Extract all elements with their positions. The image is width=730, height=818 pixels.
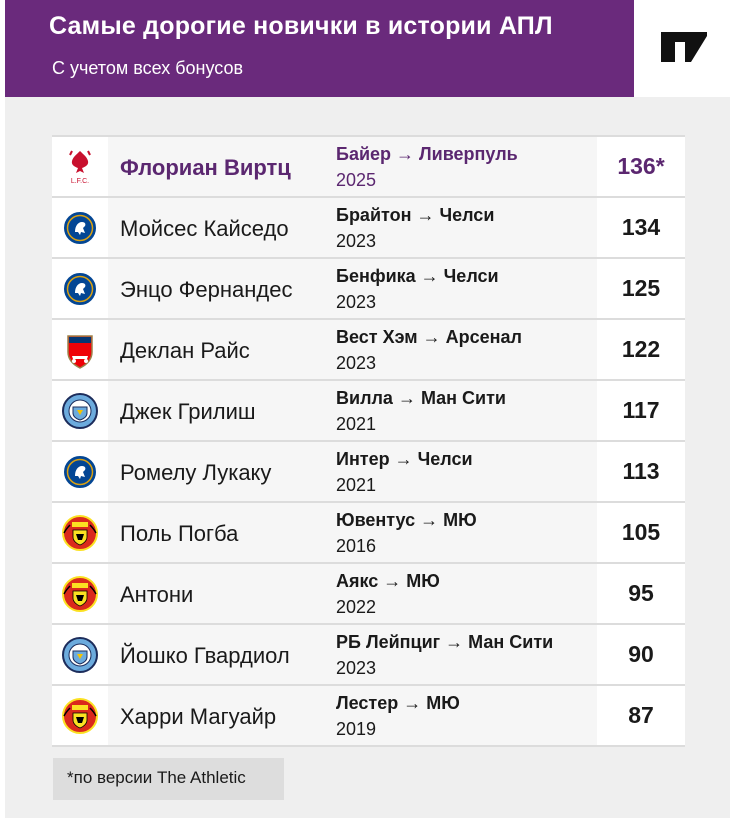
club-crest-cell <box>52 564 108 623</box>
chart-subtitle: С учетом всех бонусов <box>52 58 244 78</box>
club-crest-cell <box>52 259 108 318</box>
man-city-crest-icon <box>62 393 98 429</box>
transfer-route: Байер → Ливерпуль <box>336 144 518 164</box>
svg-text:L.F.C.: L.F.C. <box>71 178 89 185</box>
transfer-route: Ювентус → МЮ <box>336 510 477 530</box>
man-united-crest-icon <box>62 515 98 551</box>
transfer-route: Вест Хэм → Арсенал <box>336 327 522 347</box>
fee-cell: 136* <box>597 137 685 196</box>
player-name: Мойсес Кайседо <box>120 216 289 241</box>
transfer-year: 2022 <box>336 597 377 617</box>
transfer-route: Брайтон → Челси <box>336 205 495 225</box>
transfer-year: 2023 <box>336 658 377 678</box>
transfer-year: 2016 <box>336 536 377 556</box>
man-united-crest-icon <box>62 698 98 734</box>
player-name: Поль Погба <box>120 521 239 546</box>
transfer-route: Бенфика → Челси <box>336 266 499 286</box>
transfer-fee: 122 <box>621 336 661 362</box>
transfer-fee: 125 <box>621 275 661 301</box>
transfer-route: Вилла → Ман Сити <box>336 388 506 408</box>
transfer-fee: 90 <box>628 641 654 667</box>
fee-cell: 90 <box>597 625 685 684</box>
player-name: Деклан Райс <box>120 338 250 363</box>
player-name: Харри Магуайр <box>120 704 277 729</box>
player-name: Йошко Гвардиол <box>120 643 290 668</box>
table-row: Антони Аякс → МЮ 2022 95 <box>52 562 685 623</box>
fee-cell: 117 <box>597 381 685 440</box>
man-united-crest-icon <box>62 576 98 612</box>
club-crest-cell <box>52 686 108 745</box>
transfer-fee: 117 <box>622 397 660 423</box>
fee-cell: 95 <box>597 564 685 623</box>
transfer-year: 2023 <box>336 231 377 251</box>
transfer-route: Интер → Челси <box>336 449 473 469</box>
club-crest-cell <box>52 320 108 379</box>
transfer-route: Аякс → МЮ <box>336 571 440 591</box>
transfer-fee: 105 <box>621 519 661 545</box>
brand-logo-box <box>634 0 730 97</box>
player-name: Энцо Фернандес <box>120 277 293 302</box>
chelsea-crest-icon <box>62 210 98 246</box>
table-row: L.F.C. Флориан Виртц Байер → Ливерпуль 2025… <box>52 135 685 196</box>
header-banner: Самые дорогие новички в истории АПЛ С уч… <box>5 0 634 97</box>
the-athletic-logo-icon <box>661 32 707 62</box>
fee-cell: 87 <box>597 686 685 745</box>
chelsea-crest-icon <box>62 271 98 307</box>
transfer-fee: 95 <box>628 580 654 606</box>
transfer-year: 2025 <box>336 170 377 190</box>
man-city-crest-icon <box>62 637 98 673</box>
transfer-year: 2019 <box>336 719 377 739</box>
transfer-fee: 87 <box>628 702 654 728</box>
transfer-year: 2021 <box>336 475 377 495</box>
liverpool-crest-icon: L.F.C. <box>69 150 91 185</box>
table-row: Мойсес Кайседо Брайтон → Челси 2023 134 <box>52 196 685 257</box>
fee-cell: 125 <box>597 259 685 318</box>
footnote: *по версии The Athletic <box>53 758 284 800</box>
table-row: Деклан Райс Вест Хэм → Арсенал 2023 122 <box>52 318 685 379</box>
player-name: Антони <box>120 582 194 607</box>
club-crest-cell <box>52 442 108 501</box>
player-name: Флориан Виртц <box>120 155 291 180</box>
chart-title: Самые дорогие новички в истории АПЛ <box>49 12 553 40</box>
transfer-year: 2023 <box>336 353 377 373</box>
transfer-fee: 113 <box>622 458 660 484</box>
transfer-year: 2021 <box>336 414 377 434</box>
table-row: Поль Погба Ювентус → МЮ 2016 105 <box>52 501 685 562</box>
club-crest-cell: L.F.C. <box>52 137 108 196</box>
table-row: Ромелу Лукаку Интер → Челси 2021 113 <box>52 440 685 501</box>
fee-cell: 113 <box>597 442 685 501</box>
table-row: Йошко Гвардиол РБ Лейпциг → Ман Сити 2023 9… <box>52 623 685 684</box>
club-crest-cell <box>52 381 108 440</box>
transfer-table: L.F.C. Флориан Виртц Байер → Ливерпуль 2025… <box>52 135 685 747</box>
left-edge-strip <box>0 0 5 818</box>
player-name: Ромелу Лукаку <box>120 460 272 485</box>
transfer-year: 2023 <box>336 292 377 312</box>
table-row: Энцо Фернандес Бенфика → Челси 2023 125 <box>52 257 685 318</box>
transfer-fee: 134 <box>621 214 661 240</box>
transfer-fee: 136* <box>617 153 665 179</box>
chelsea-crest-icon <box>62 454 98 490</box>
fee-cell: 134 <box>597 198 685 257</box>
table-row: Харри Магуайр Лестер → МЮ 2019 87 <box>52 684 685 747</box>
fee-cell: 122 <box>597 320 685 379</box>
club-crest-cell <box>52 503 108 562</box>
transfer-route: РБ Лейпциг → Ман Сити <box>336 632 554 652</box>
club-crest-cell <box>52 198 108 257</box>
table-row: Джек Грилиш Вилла → Ман Сити 2021 117 <box>52 379 685 440</box>
arsenal-crest-icon <box>67 335 93 369</box>
fee-cell: 105 <box>597 503 685 562</box>
club-crest-cell <box>52 625 108 684</box>
player-name: Джек Грилиш <box>120 399 256 424</box>
transfer-route: Лестер → МЮ <box>336 693 460 713</box>
